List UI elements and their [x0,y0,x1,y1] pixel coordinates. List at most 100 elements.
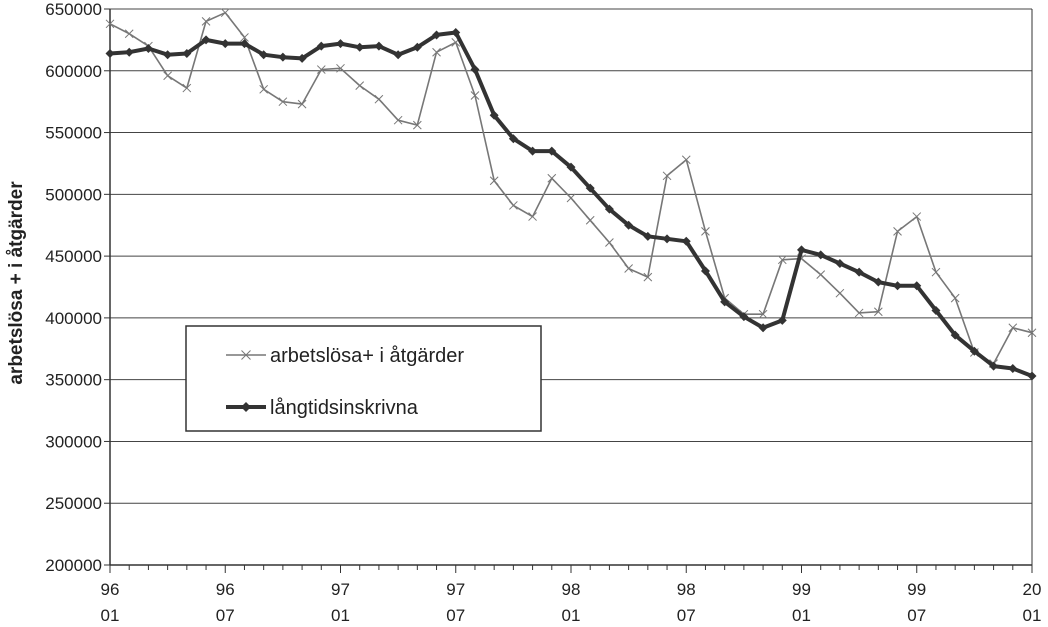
diamond-marker [259,50,269,60]
diamond-marker [163,50,173,60]
x-marker [566,193,576,203]
x-tick-label-month: 01 [792,606,811,625]
diamond-marker [969,346,979,356]
x-marker [470,91,480,100]
y-tick-label: 600000 [45,62,102,81]
y-tick-label: 550000 [45,124,102,143]
diamond-marker [758,323,768,333]
diamond-marker [451,27,461,37]
y-tick-label: 500000 [45,185,102,204]
diamond-marker [950,330,960,340]
x-tick-label-month: 07 [907,606,926,625]
x-marker [931,267,941,277]
x-tick-label-month: 07 [446,606,465,625]
diamond-marker [604,204,614,214]
x-marker [950,293,960,303]
diamond-marker [566,162,576,172]
diamond-marker [893,281,903,291]
x-marker [681,155,691,165]
x-marker [547,173,557,183]
diamond-marker [278,52,288,62]
diamond-marker [374,41,384,51]
diamond-marker [239,39,249,49]
x-tick-label-year: 97 [446,580,465,599]
y-tick-label: 400000 [45,309,102,328]
diamond-marker [912,281,922,291]
x-marker [105,19,115,29]
x-marker [835,288,845,298]
diamond-marker [1008,364,1018,374]
x-marker [701,227,710,236]
diamond-marker [489,110,499,120]
y-tick-label: 450000 [45,247,102,266]
diamond-marker [393,50,403,60]
x-tick-label-year: 98 [562,580,581,599]
diamond-marker [854,267,864,277]
x-marker [201,17,211,26]
x-marker [124,29,134,39]
x-marker [182,83,192,93]
x-marker [1027,328,1037,338]
x-marker [643,272,653,282]
x-tick-label-year: 99 [907,580,926,599]
diamond-marker [547,146,557,156]
x-marker [758,309,768,319]
diamond-marker [1027,371,1037,381]
x-marker [528,212,537,221]
diamond-marker [355,42,365,52]
x-tick-label-month: 07 [216,606,235,625]
x-marker [854,308,864,318]
x-marker [489,176,499,186]
diamond-marker [797,245,806,255]
legend-label: långtidsinskrivna [270,397,419,419]
diamond-marker [700,266,710,276]
diamond-marker [105,48,115,58]
diamond-marker [182,48,192,58]
x-tick-label-year: 96 [101,580,120,599]
diamond-marker [835,259,845,269]
diamond-marker [241,402,251,412]
legend-entry: långtidsinskrivna [226,397,419,419]
x-tick-label-year: 20 [1023,580,1042,599]
diamond-marker [297,53,307,63]
x-tick-label-month: 01 [101,606,120,625]
diamond-marker [201,35,211,45]
x-marker [297,99,307,109]
x-axis-ticks: 96 01 96 07 97 01 97 07 98 01 98 07 99 01 99 07 20 01 [101,565,1042,625]
diamond-marker [508,134,518,144]
diamond-marker [777,315,787,325]
x-marker [412,120,422,130]
diamond-marker [931,305,941,315]
diamond-marker [316,41,326,51]
legend: arbetslösa+ i åtgärder långtidsinskrivna [185,325,542,432]
diamond-marker [336,39,345,49]
x-marker [777,255,787,265]
diamond-marker [143,44,153,54]
x-marker [240,33,249,42]
x-marker [816,270,826,279]
x-marker [241,350,251,360]
y-tick-label: 650000 [45,0,102,19]
x-marker [220,8,230,18]
y-tick-label: 200000 [45,556,102,575]
x-marker [624,264,633,273]
x-marker [374,94,384,104]
series-line [109,11,1033,365]
diamond-marker [643,231,653,241]
x-tick-label-month: 07 [677,606,696,625]
y-tick-label: 350000 [45,371,102,390]
x-marker [355,81,365,90]
x-marker [1008,323,1018,333]
x-tick-label-year: 99 [792,580,811,599]
diamond-marker [124,47,134,57]
x-marker [259,84,269,94]
series-line [109,30,1033,378]
y-axis-ticks: 200000 250000 300000 350000 400000 450000 5000… [45,0,110,575]
x-marker [163,71,172,81]
diamond-marker [432,30,442,40]
diamond-marker [220,39,230,49]
diamond-marker [528,146,538,156]
y-axis-title: arbetslösa + i åtgärder [6,181,27,385]
legend-entry: arbetslösa+ i åtgärder [226,345,464,367]
